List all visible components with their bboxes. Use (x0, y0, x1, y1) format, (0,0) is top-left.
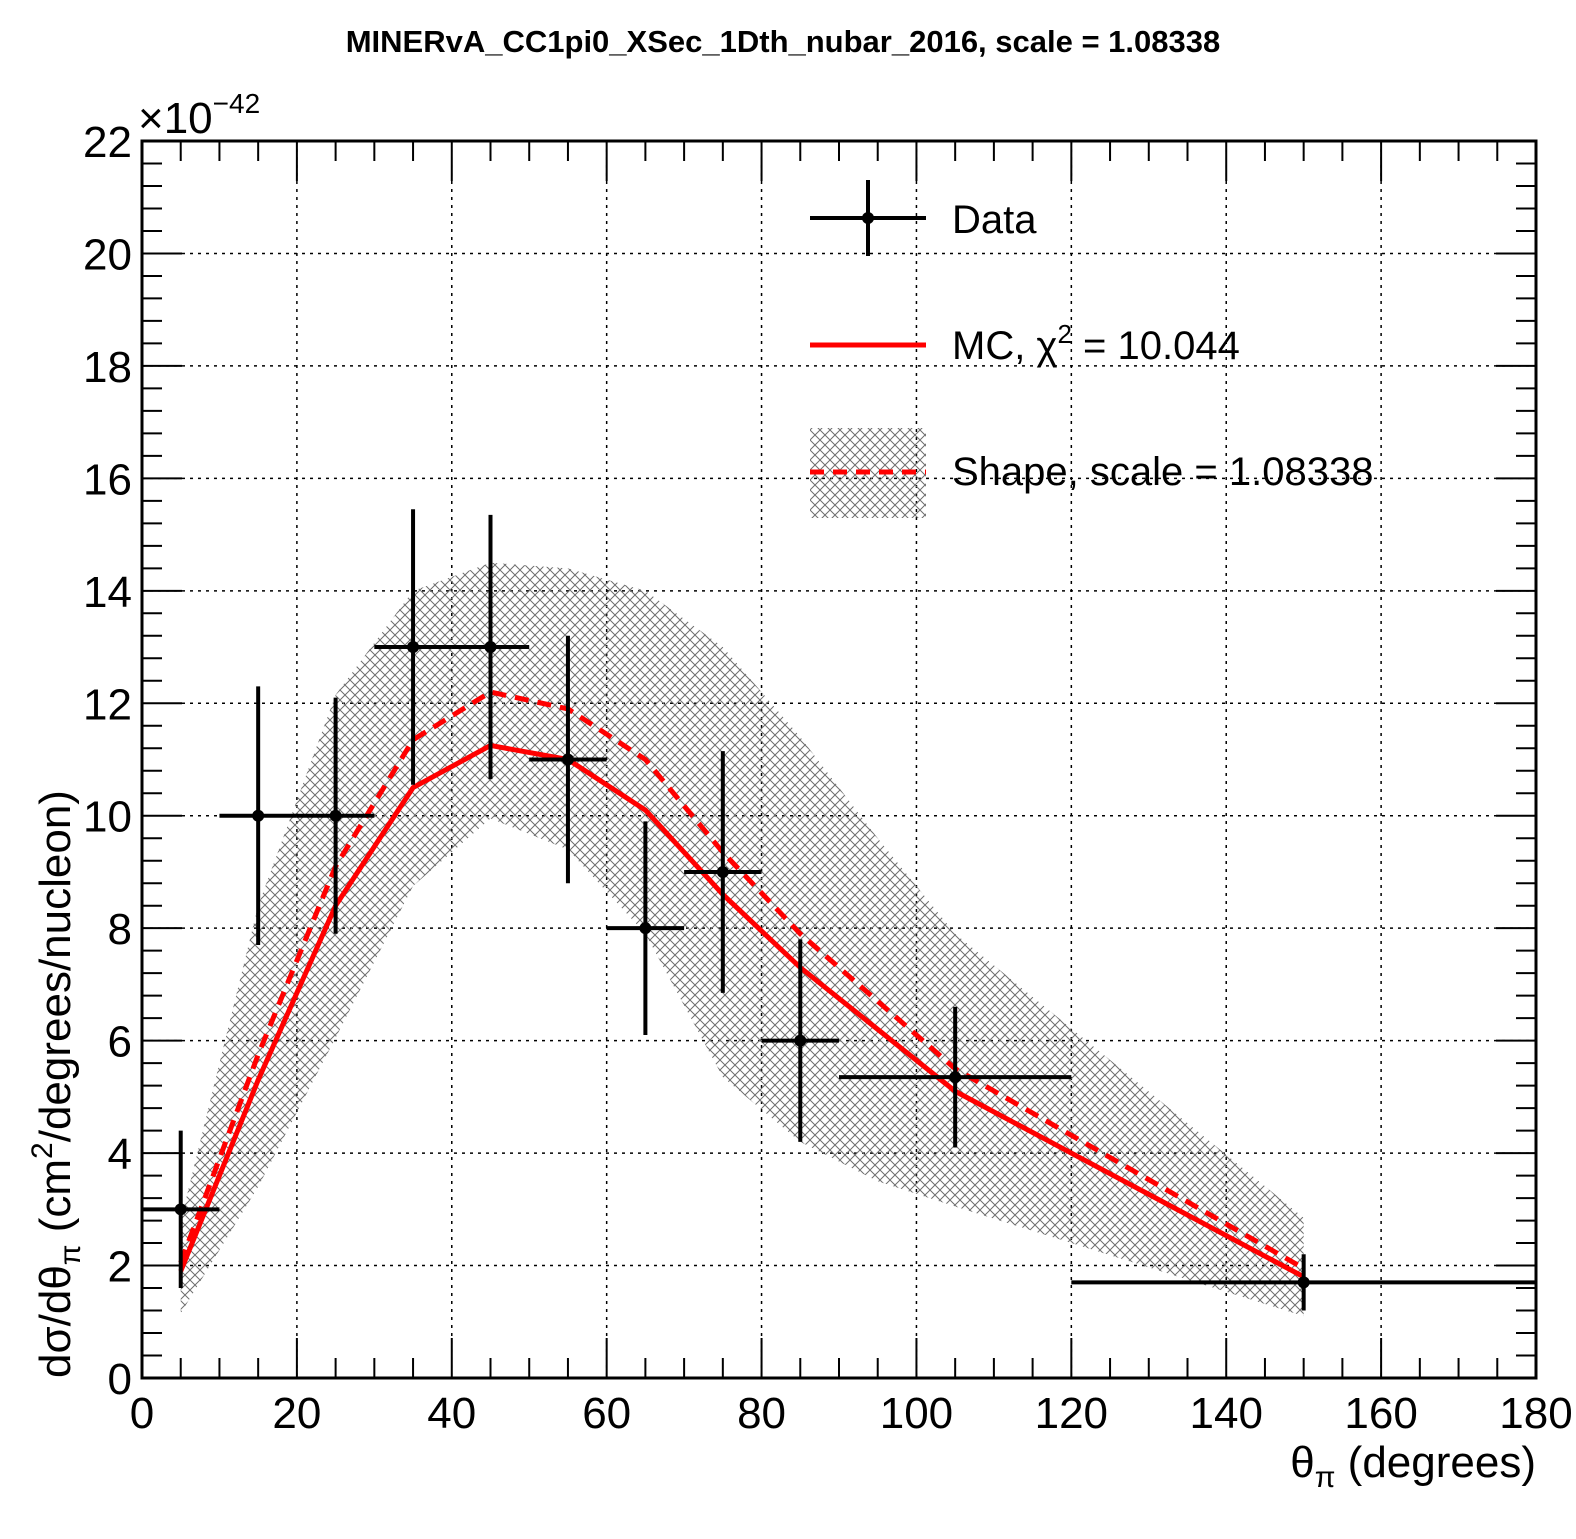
y-tick-label: 10 (83, 793, 132, 842)
y-axis-title-pre: dσ/dθ (31, 1265, 80, 1378)
x-tick-label: 120 (1035, 1389, 1108, 1438)
data-point-marker (484, 641, 497, 654)
data-point-marker (794, 1034, 807, 1047)
x-tick-label: 20 (272, 1389, 321, 1438)
x-axis-title-rest: (degrees) (1335, 1438, 1536, 1487)
mc-series-line (178, 742, 1305, 1279)
data-point (296, 697, 375, 934)
legend-entry-shape: Shape, scale = 1.08338 (810, 428, 1373, 518)
y-axis-title: dσ/dθπ (cm2/degrees/nucleon) (26, 790, 87, 1378)
data-point (684, 751, 762, 993)
legend-mc-label-pre: MC, χ (952, 324, 1057, 368)
y-tick-label: 16 (83, 455, 132, 504)
axis-ticks (141, 140, 1537, 1379)
x-tick-label: 160 (1344, 1389, 1417, 1438)
y-tick-label: 4 (108, 1130, 132, 1179)
data-point (1071, 1254, 1536, 1311)
y-axis-title-post: /degrees/nucleon) (31, 790, 80, 1142)
data-point-marker (639, 922, 652, 935)
legend-entry-mc: MC, χ2 = 10.044 (810, 319, 1240, 368)
data-point (451, 514, 530, 780)
y-tick-label: 22 (83, 118, 132, 167)
y-tick-label: 14 (83, 568, 132, 617)
data-point (761, 939, 839, 1142)
y-tick-label: 2 (108, 1243, 132, 1292)
legend-mc-label-post: = 10.044 (1072, 324, 1240, 368)
x-tick-label: 40 (427, 1389, 476, 1438)
x-tick-label: 140 (1190, 1389, 1263, 1438)
y-multiplier-exponent: −42 (213, 88, 261, 119)
x-tick-label: 100 (880, 1389, 953, 1438)
data-point-marker (329, 809, 342, 822)
y-axis-title-sup: 2 (26, 1142, 59, 1159)
y-tick-label: 20 (83, 230, 132, 279)
y-tick-label: 6 (108, 1018, 132, 1067)
y-multiplier: ×10−42 (138, 88, 260, 143)
y-axis-title-sub: π (54, 1245, 87, 1266)
data-point-marker (1297, 1276, 1310, 1289)
y-tick-label: 18 (83, 343, 132, 392)
y-tick-label: 8 (108, 905, 132, 954)
legend-mc-label: MC, χ2 = 10.044 (952, 319, 1240, 368)
y-tick-label: 12 (83, 680, 132, 729)
x-tick-label: 60 (582, 1389, 631, 1438)
x-tick-label: 0 (130, 1389, 154, 1438)
x-axis-title-main: θ (1290, 1438, 1314, 1487)
data-point (374, 509, 452, 785)
legend: Data MC, χ2 = 10.044 Shape, scale = 1.08… (810, 180, 1373, 518)
data-point (142, 1130, 220, 1289)
data-point-marker (174, 1203, 187, 1216)
data-point (606, 821, 685, 1036)
shape-error-band (180, 562, 1304, 1317)
x-tick-label: 180 (1499, 1389, 1572, 1438)
data-point-marker (949, 1071, 962, 1084)
tick-labels: 0 20 40 60 80 100 120 140 160 180 0 2 4 6 8 10 12 14 16 18 2… (83, 118, 1573, 1438)
y-multiplier-base: ×10 (138, 94, 213, 143)
legend-data-label: Data (952, 198, 1037, 242)
y-axis-title-mid: (cm (31, 1159, 80, 1245)
data-point-marker (716, 865, 729, 878)
data-point-marker (561, 753, 574, 766)
y-tick-label: 0 (108, 1355, 132, 1404)
x-axis-title: θπ (degrees) (1290, 1438, 1536, 1494)
legend-data-marker (862, 212, 874, 224)
x-tick-label: 80 (737, 1389, 786, 1438)
legend-mc-label-sup: 2 (1057, 319, 1071, 349)
data-point (219, 686, 297, 946)
legend-shape-label: Shape, scale = 1.08338 (952, 450, 1373, 494)
chart-title: MINERvA_CC1pi0_XSec_1Dth_nubar_2016, sca… (346, 24, 1221, 59)
shape-series-line (178, 689, 1305, 1271)
data-point (839, 1006, 1072, 1148)
data-series (142, 509, 1536, 1311)
data-point-marker (407, 641, 420, 654)
data-point-marker (252, 809, 265, 822)
data-point (529, 635, 607, 884)
legend-entry-data: Data (810, 180, 1037, 256)
x-axis-title-sub: π (1315, 1461, 1336, 1494)
